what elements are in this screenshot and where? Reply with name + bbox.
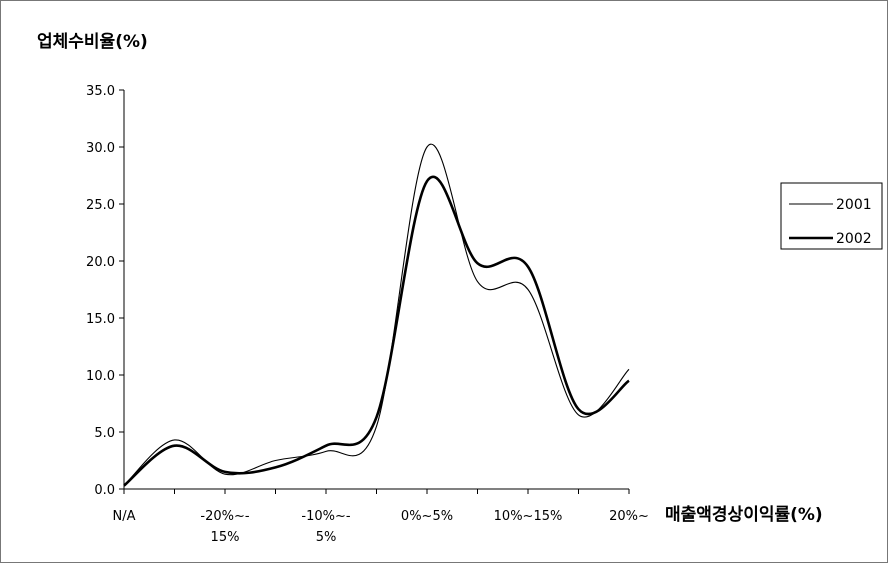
x-axis-title: 매출액경상이익률(%): [665, 505, 823, 525]
legend-label-2001: 2001: [836, 197, 872, 213]
y-tick-label: 5.0: [94, 426, 115, 441]
y-axis-title: 업체수비율(%): [37, 32, 148, 52]
x-tick-label: -10%~-: [301, 509, 350, 524]
x-tick-label-line2: 5%: [316, 530, 337, 545]
y-tick-label: 0.0: [94, 483, 115, 498]
series-line-2001: [123, 143, 630, 486]
x-tick-label: -20%~-: [200, 509, 249, 524]
legend-label-2002: 2002: [836, 231, 872, 247]
axes: [123, 90, 629, 490]
y-tick-labels: 0.0 5.0 10.0 15.0 20.0 25.0 30.0 35.0: [86, 84, 124, 498]
x-tick-label: 0%~5%: [401, 509, 453, 524]
x-tick-labels: N/A -20%~- 15% -10%~- 5% 0%~5% 10%~15% 20%~: [113, 489, 649, 545]
y-tick-label: 20.0: [86, 255, 115, 270]
x-tick-label: 20%~: [609, 509, 649, 524]
y-tick-label: 30.0: [86, 141, 115, 156]
series-line-2002: [123, 175, 630, 487]
x-tick-label-line2: 15%: [211, 530, 240, 545]
y-tick-label: 10.0: [86, 369, 115, 384]
y-tick-label: 35.0: [86, 84, 115, 99]
x-tick-label: 10%~15%: [494, 509, 563, 524]
series-lines: [123, 143, 630, 487]
legend: 2001 2002: [780, 182, 883, 250]
y-tick-label: 25.0: [86, 198, 115, 213]
x-tick-label: N/A: [113, 509, 136, 524]
y-tick-label: 15.0: [86, 312, 115, 327]
